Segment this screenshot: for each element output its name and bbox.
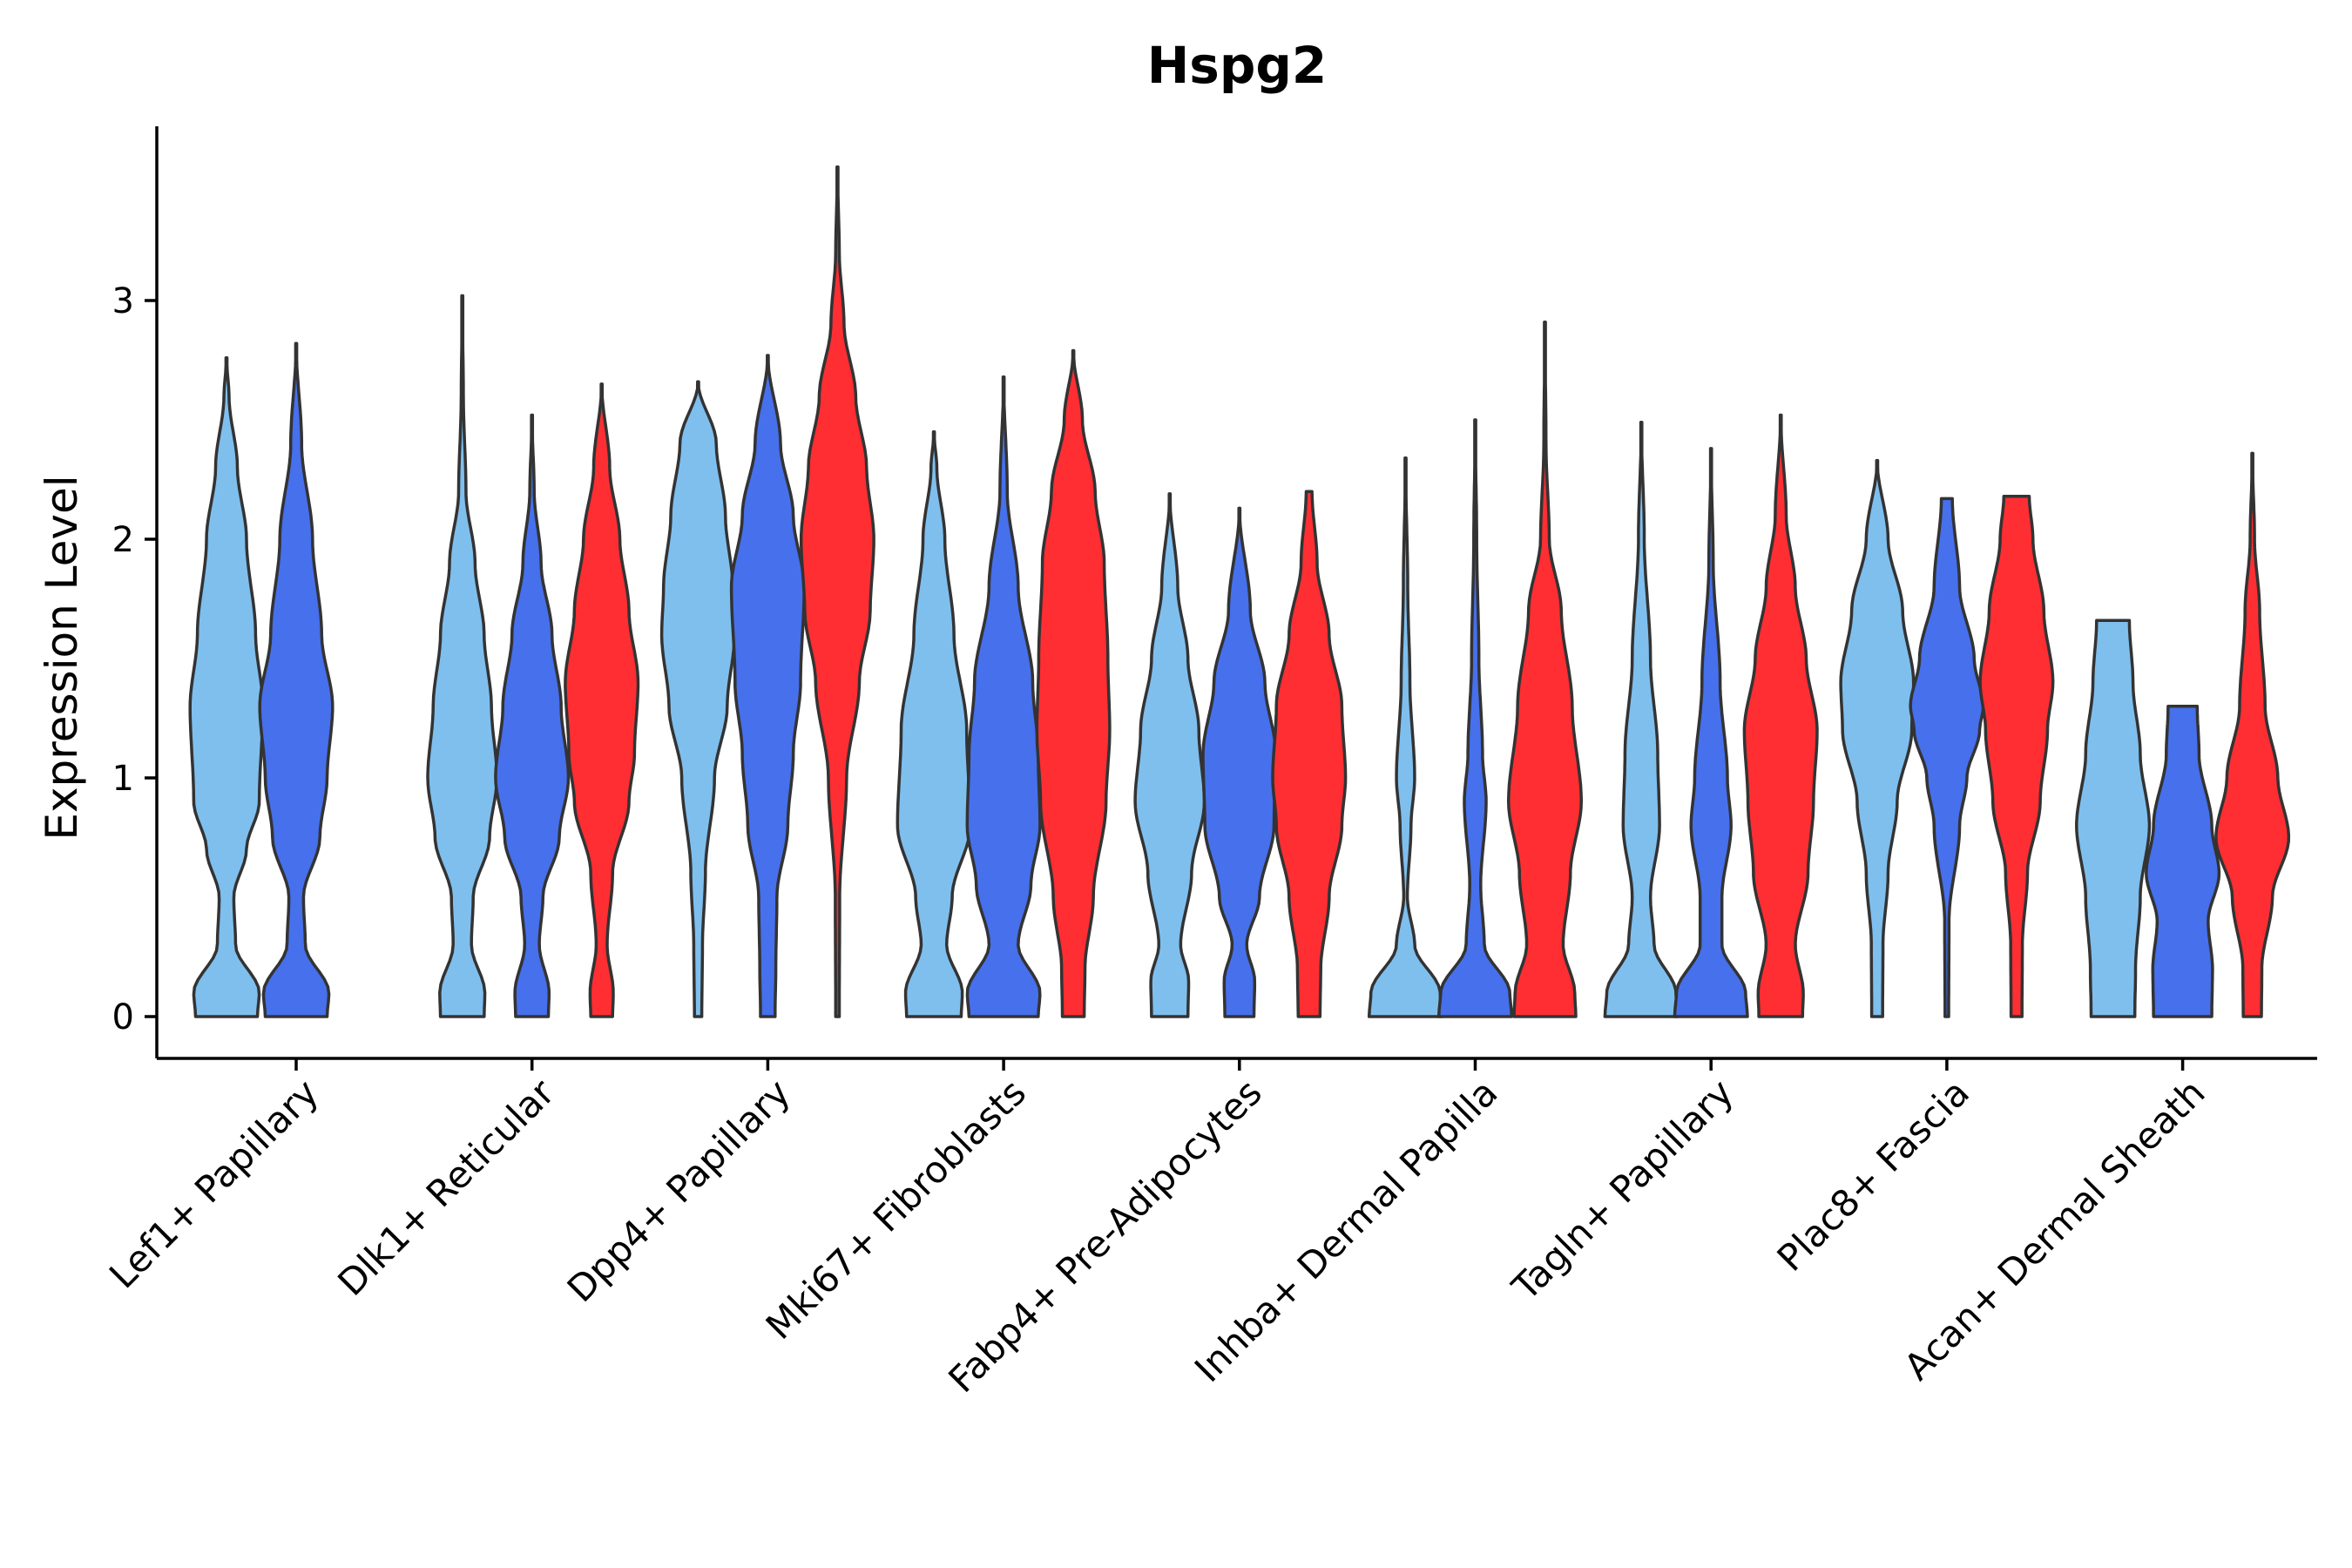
violin-0-light_blue: [188, 356, 265, 1018]
violin-8-light_blue: [2075, 618, 2152, 1018]
violin-1-red: [564, 382, 640, 1018]
violin-7-light_blue: [1839, 458, 1916, 1018]
violin-2-blue: [729, 354, 806, 1018]
violin-6-light_blue: [1603, 420, 1680, 1018]
x-tick-label-6: Tagln+ Papillary: [1504, 1071, 1741, 1308]
violin-6-blue: [1673, 447, 1749, 1018]
violin-3-red: [1035, 348, 1112, 1018]
violin-3-blue: [965, 375, 1042, 1018]
violin-1-blue: [494, 413, 571, 1018]
x-tick-label-3: Mki67+ Fibroblasts: [758, 1071, 1034, 1347]
x-tick-label-0: Lef1+ Papillary: [101, 1071, 327, 1296]
violin-3-light_blue: [896, 429, 972, 1018]
violin-4-light_blue: [1133, 492, 1206, 1018]
y-tick-label-2: 2: [112, 520, 134, 560]
y-axis: 0 1 2 3: [112, 126, 159, 1058]
violin-5-blue: [1436, 418, 1514, 1018]
violin-2-light_blue: [659, 380, 736, 1018]
violin-5-light_blue: [1367, 456, 1444, 1018]
violin-6-red: [1742, 413, 1819, 1018]
y-axis-label: Expression Level: [37, 475, 87, 840]
chart-title: Hspg2: [1147, 36, 1327, 95]
violin-2-red: [799, 165, 875, 1018]
y-tick-label-0: 0: [112, 997, 134, 1037]
x-tick-label-1: Dlk1+ Reticular: [329, 1071, 563, 1304]
violin-7-red: [1978, 494, 2055, 1018]
x-tick-label-2: Dpp4+ Papillary: [559, 1071, 799, 1310]
violin-0-blue: [258, 341, 335, 1018]
violin-4-red: [1271, 490, 1348, 1018]
violin-5-red: [1506, 320, 1584, 1018]
y-tick-label-1: 1: [112, 759, 134, 799]
violin-1-light_blue: [426, 294, 499, 1018]
violin-4-blue: [1201, 506, 1278, 1018]
violin-8-red: [2214, 451, 2291, 1018]
x-tick-label-7: Plac8+ Fascia: [1769, 1071, 1977, 1279]
violin-8-blue: [2145, 705, 2221, 1018]
violin-7-blue: [1909, 497, 1985, 1018]
y-tick-label-3: 3: [112, 281, 134, 321]
violin-group: [188, 165, 2291, 1018]
